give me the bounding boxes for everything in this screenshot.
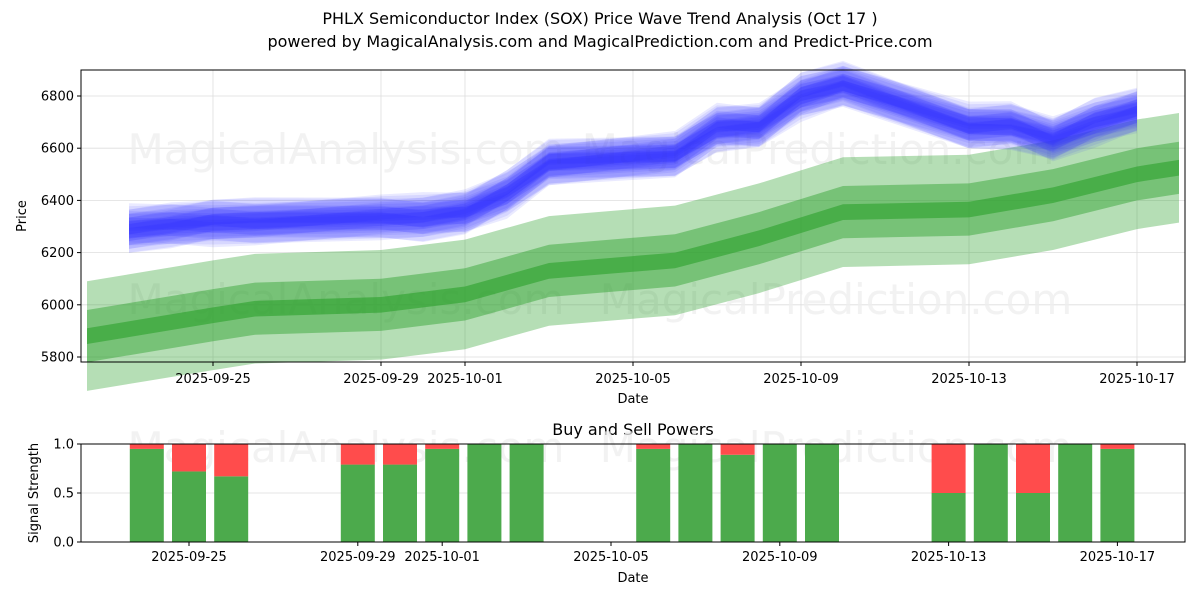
buy-bar (425, 448, 460, 542)
signal-xtick-label: 2025-10-13 (911, 550, 987, 565)
signal-xtick-label: 2025-10-01 (404, 550, 480, 565)
watermark: MagicalAnalysis.com (128, 125, 565, 174)
sell-bar (636, 444, 671, 449)
wave-band (129, 70, 1137, 245)
price-xtick-label: 2025-10-09 (763, 372, 839, 387)
price-xtick-label: 2025-10-05 (595, 372, 671, 387)
signal-xtick-label: 2025-09-29 (320, 550, 396, 565)
buy-bar (678, 444, 713, 542)
buy-bar (129, 448, 164, 542)
wave-band (129, 68, 1137, 246)
wave-band (129, 75, 1137, 242)
wave-band (129, 80, 1137, 235)
signal-xtick-label: 2025-09-25 (151, 550, 227, 565)
price-ytick-label: 6200 (41, 246, 74, 261)
price-y-label: Price (15, 200, 30, 232)
wave-band (129, 80, 1137, 233)
sell-bar (214, 444, 249, 477)
buy-bar (340, 464, 375, 542)
sell-bar (172, 444, 206, 472)
wave-band (129, 82, 1137, 235)
chart-title: PHLX Semiconductor Index (SOX) Price Wav… (322, 9, 878, 28)
wave-band (129, 76, 1137, 239)
buy-bar (214, 476, 249, 542)
buy-bar (509, 444, 544, 542)
buy-bar (762, 444, 797, 542)
sell-bar (425, 444, 460, 449)
wave-band (129, 60, 1137, 254)
buy-bar (1100, 448, 1135, 542)
wave-band (129, 66, 1137, 249)
buy-bar (1058, 444, 1093, 542)
sell-bar (931, 444, 966, 493)
buy-bar (805, 444, 839, 542)
sell-bar (1100, 444, 1135, 449)
price-bands (87, 60, 1179, 391)
trend-band (87, 159, 1179, 344)
signal-ytick-label: 0.5 (53, 487, 74, 502)
sell-bar (1016, 444, 1050, 493)
buy-bar (973, 444, 1008, 542)
sell-bar (340, 444, 375, 465)
signal-chart-title: Buy and Sell Powers (552, 420, 714, 439)
buy-bar (720, 454, 755, 542)
chart-subtitle: powered by MagicalAnalysis.com and Magic… (267, 32, 933, 51)
price-ytick-label: 6800 (41, 90, 74, 105)
sell-bar (720, 444, 755, 455)
price-xtick-label: 2025-10-13 (931, 372, 1007, 387)
signal-x-label: Date (617, 571, 648, 586)
signal-bars (129, 444, 1135, 542)
price-x-label: Date (617, 392, 648, 407)
signal-axes: 0.0 0.5 1.0 2025-09-25 2025-09-29 2025-10-01 2… (53, 438, 1155, 566)
sell-bar (383, 444, 417, 465)
wave-band (129, 65, 1137, 246)
watermark: MagicalPrediction.com (582, 125, 1055, 174)
signal-xtick-label: 2025-10-09 (742, 550, 818, 565)
wave-band (129, 67, 1137, 249)
buy-bar (636, 448, 671, 542)
trend-band (87, 113, 1179, 391)
price-xtick-label: 2025-09-29 (343, 372, 419, 387)
price-ytick-label: 5800 (41, 351, 74, 366)
price-ytick-label: 6000 (41, 298, 74, 313)
buy-bar (383, 464, 417, 542)
wave-band (129, 73, 1137, 241)
wave-band (129, 75, 1137, 239)
price-ytick-label: 6600 (41, 142, 74, 157)
sell-bar (129, 444, 164, 449)
wave-band (129, 66, 1137, 248)
price-axes: 5800 6000 6200 6400 6600 6800 2025-09-25 2025-0… (41, 90, 1175, 388)
signal-xtick-label: 2025-10-17 (1080, 550, 1156, 565)
wave-band (129, 80, 1137, 231)
buy-bar (172, 471, 206, 542)
signal-y-label: Signal Strength (27, 443, 42, 543)
wave-band (129, 62, 1137, 253)
signal-ytick-label: 0.0 (53, 536, 74, 551)
signal-ytick-label: 1.0 (53, 438, 74, 453)
buy-bar (467, 444, 502, 542)
watermark: MagicalPrediction.com (600, 275, 1073, 324)
wave-band (129, 74, 1137, 240)
price-ytick-label: 6400 (41, 194, 74, 209)
signal-xtick-label: 2025-10-05 (573, 550, 649, 565)
wave-band (129, 73, 1137, 238)
price-xtick-label: 2025-09-25 (175, 372, 251, 387)
buy-bar (1016, 493, 1050, 542)
price-xtick-label: 2025-10-01 (427, 372, 503, 387)
buy-bar (931, 493, 966, 542)
price-xtick-label: 2025-10-17 (1099, 372, 1175, 387)
